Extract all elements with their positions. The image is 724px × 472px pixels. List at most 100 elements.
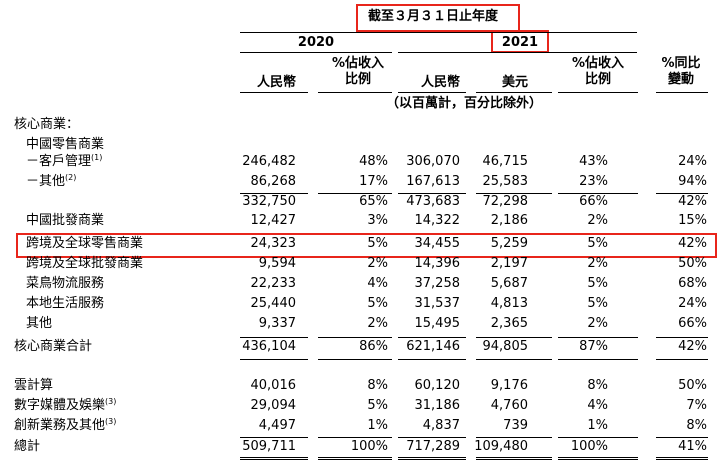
table-cell: 167,613 [406,174,460,189]
table-cell: 24% [678,154,707,169]
row-label: 數字媒體及娛樂(3) [14,398,116,414]
table-cell: 1% [367,418,388,433]
header-rule-3 [398,92,466,93]
table-cell: 2% [367,256,388,271]
table-cell: 31,537 [414,296,461,311]
table-cell: 100% [570,439,608,454]
table-cell: 94,805 [482,339,529,354]
section-core-label: 核心商業： [14,117,80,132]
table-cell: 621,146 [406,339,460,354]
header-rule-4 [476,92,552,93]
table-cell: 5,259 [490,236,528,251]
table-cell: 2% [587,316,608,331]
table-cell: 25,583 [482,174,529,189]
row-label-text: 創新業務及其他 [14,418,106,433]
table-cell: 5% [367,296,388,311]
table-rule [558,437,638,438]
row-label-text: 跨境及全球批發商業 [26,256,144,271]
table-rule [558,337,638,338]
table-cell: 5% [587,296,608,311]
table-cell: 717,289 [406,439,460,454]
table-cell: 41% [678,439,707,454]
table-cell: 37,258 [414,276,461,291]
table-cell: 109,480 [474,439,528,454]
table-cell: 332,750 [242,194,296,209]
table-rule [476,193,552,194]
col-yoy-header: %同比 變動 [661,56,701,87]
row-label: 核心商業合計 [14,339,92,355]
table-cell: 66% [678,316,707,331]
col-rmb-2021-header: 人民幣 [420,75,460,90]
table-rule [240,193,308,194]
row-label: 本地生活服務 [26,296,104,312]
table-cell: 14,322 [414,213,461,228]
footnote-marker: (3) [105,397,117,406]
table-cell: 72,298 [482,194,529,209]
table-cell: 43% [579,154,608,169]
row-label: 其他 [26,316,52,332]
period-rule [240,32,637,33]
table-cell: 23% [579,174,608,189]
table-cell: 5% [587,236,608,251]
header-rule-5 [558,92,638,93]
table-cell: 86% [359,339,388,354]
table-cell: 50% [678,256,707,271]
table-rule [656,337,708,338]
row-label-text: 菜鳥物流服務 [26,276,105,291]
table-rule [656,437,708,438]
year-2021-label: 2021 [501,35,539,50]
row-label-text: 數字媒體及娛樂 [14,398,106,413]
table-rule [476,337,552,338]
table-double-rule [558,457,638,460]
table-double-rule [240,457,308,460]
table-rule [318,337,392,338]
table-cell: 24% [678,296,707,311]
table-cell: 2,365 [490,316,528,331]
year-2021-rule [398,52,637,53]
table-cell: 5% [587,276,608,291]
table-cell: 4,760 [490,398,528,413]
row-label-text: 雲計算 [14,378,54,393]
table-cell: 2,186 [490,213,528,228]
row-label-text: 其他 [26,316,53,331]
table-cell: 46,715 [482,154,529,169]
table-rule [656,359,708,360]
period-header: 截至３月３１日止年度 [368,9,499,24]
row-label: 總計 [14,439,40,455]
table-cell: 86,268 [250,174,297,189]
table-cell: 42% [678,236,707,251]
year-2020-rule [240,52,392,53]
row-label: 中國批發商業 [26,213,104,229]
table-cell: 4,837 [422,418,460,433]
table-rule [318,193,392,194]
table-rule [318,437,392,438]
row-label-text: －其他 [26,174,66,189]
table-cell: 24,323 [250,236,297,251]
period-highlight-box [356,4,520,32]
footnote-marker: (2) [65,173,77,182]
table-double-rule [398,457,466,460]
table-cell: 17% [359,174,388,189]
table-rule [240,337,308,338]
table-cell: 1% [587,418,608,433]
footnote-marker: (3) [105,417,117,426]
table-double-rule [656,457,708,460]
table-cell: 2,197 [490,256,528,271]
table-rule [398,437,466,438]
table-rule [558,193,638,194]
table-cell: 8% [587,378,608,393]
table-cell: 4% [367,276,388,291]
header-rule-6 [656,92,708,93]
row-label-text: －客戶管理 [26,154,92,169]
table-cell: 14,396 [414,256,461,271]
col-pct-2020-header: %佔收入 比例 [331,56,385,87]
table-cell: 8% [686,418,707,433]
table-cell: 100% [350,439,388,454]
row-label: 跨境及全球零售商業 [26,236,143,252]
table-cell: 5% [367,236,388,251]
table-double-rule [476,457,552,460]
table-cell: 3% [367,213,388,228]
row-label: －其他(2) [26,174,76,190]
table-cell: 7% [686,398,707,413]
table-cell: 34,455 [414,236,461,251]
